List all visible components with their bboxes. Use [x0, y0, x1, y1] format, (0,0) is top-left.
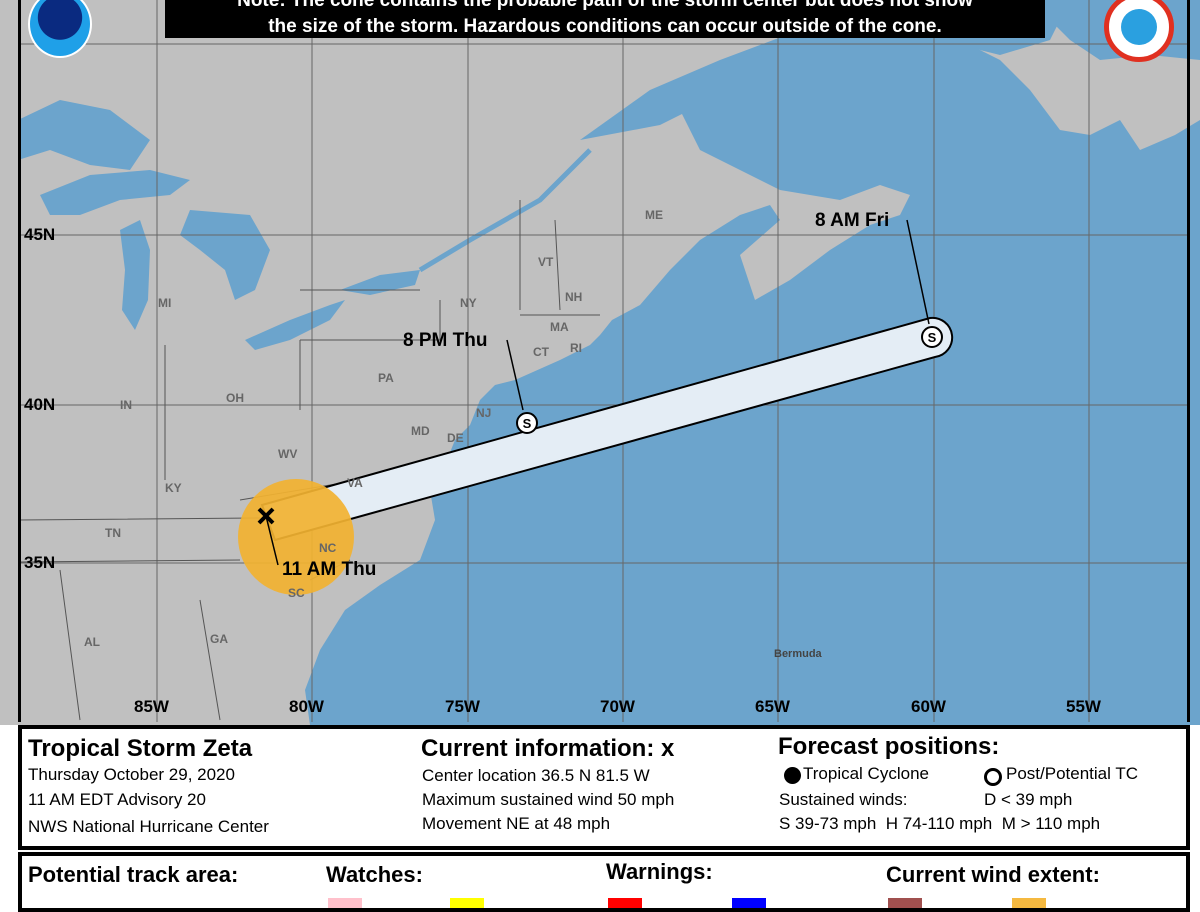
leader-8pm — [506, 339, 524, 411]
forecast-time-label: 11 AM Thu — [282, 559, 377, 580]
movement: Movement NE at 48 mph — [422, 814, 611, 833]
intensity-scale: S 39-73 mph H 74-110 mph M > 110 mph — [779, 814, 1101, 833]
cone-note: Note: The cone contains the probable pat… — [165, 0, 1045, 38]
cone-of-uncertainty — [260, 316, 954, 542]
note-line-2: the size of the storm. Hazardous conditi… — [268, 16, 942, 37]
state-label: MA — [550, 320, 569, 334]
st-lawrence-river — [418, 148, 592, 273]
state-label: IN — [120, 398, 132, 412]
state-label: VT — [538, 255, 554, 269]
lat-label: 35N — [24, 553, 56, 572]
current-position-x-icon — [257, 507, 275, 525]
max-wind: Maximum sustained wind 50 mph — [422, 790, 675, 809]
state-label: GA — [210, 632, 228, 646]
sustained-winds-label: Sustained winds: — [779, 790, 908, 809]
info-panel: Tropical Storm Zeta Thursday October 29,… — [18, 725, 1190, 850]
tropical-cyclone-legend: Tropical Cyclone — [803, 764, 929, 783]
state-label: DE — [447, 431, 464, 445]
lake-erie — [245, 300, 345, 350]
depression-range: D < 39 mph — [984, 790, 1073, 809]
state-label: SC — [288, 586, 305, 600]
state-label: VA — [347, 476, 363, 490]
forecast-time-label: 8 PM Thu — [403, 330, 488, 351]
state-label: MD — [411, 424, 430, 438]
leader-8am — [906, 219, 930, 325]
advisory-number: 11 AM EDT Advisory 20 — [28, 790, 206, 809]
state-label: ME — [645, 208, 663, 222]
lake-ontario — [340, 270, 420, 295]
state-label: NC — [319, 541, 337, 555]
state-label: OH — [226, 391, 244, 405]
filled-circle-icon — [784, 767, 801, 784]
open-circle-icon — [984, 768, 1002, 786]
nws-logo — [1104, 0, 1174, 62]
wind-extent-title: Current wind extent: — [886, 862, 1100, 887]
lon-label: 80W — [289, 697, 324, 716]
forecast-symbol: S — [523, 416, 532, 431]
state-label: NJ — [476, 406, 492, 420]
bermuda-label: Bermuda — [774, 648, 822, 660]
graticule — [18, 0, 1190, 722]
note-line-1: Note: The cone contains the probable pat… — [237, 0, 973, 11]
noaa-logo — [28, 0, 92, 58]
state-label: NY — [460, 296, 477, 310]
forecast-positions-title: Forecast positions: — [778, 733, 1000, 760]
lon-label: 55W — [1066, 697, 1101, 716]
center-location: Center location 36.5 N 81.5 W — [422, 766, 650, 785]
legend-panel: Potential track area: Watches: Warnings:… — [18, 852, 1190, 912]
forecast-point-8am-icon: S — [921, 326, 943, 348]
state-label: MI — [158, 296, 172, 310]
lake-michigan — [120, 220, 150, 330]
forecast-map: S S — [0, 0, 1200, 725]
lat-label: 40N — [24, 395, 56, 414]
current-info-title: Current information: x — [421, 735, 675, 762]
lake-superior — [40, 170, 190, 215]
storm-name: Tropical Storm Zeta — [28, 735, 253, 762]
lon-label: 70W — [600, 697, 635, 716]
state-label: TN — [105, 526, 121, 540]
state-label: RI — [570, 341, 582, 355]
state-label: NH — [565, 290, 583, 304]
leader-11am — [265, 515, 279, 566]
lon-label: 60W — [911, 697, 946, 716]
lon-label: 75W — [445, 697, 480, 716]
lon-label: 85W — [134, 697, 169, 716]
state-label: AL — [84, 635, 100, 649]
track-area-title: Potential track area: — [28, 862, 239, 887]
issuing-center: NWS National Hurricane Center — [28, 817, 269, 836]
state-label: CT — [533, 345, 549, 359]
forecast-time-label: 8 AM Fri — [815, 210, 890, 231]
watches-title: Watches: — [326, 862, 423, 887]
lat-label: 45N — [24, 225, 56, 244]
advisory-date: Thursday October 29, 2020 — [28, 765, 235, 784]
warnings-title: Warnings: — [606, 859, 713, 884]
state-label: PA — [378, 371, 394, 385]
lake-huron — [180, 210, 270, 300]
post-potential-legend: Post/Potential TC — [1006, 764, 1138, 783]
state-label: WV — [278, 447, 298, 461]
forecast-symbol: S — [928, 330, 937, 345]
hudson-james-bay — [18, 100, 150, 170]
lon-label: 65W — [755, 697, 790, 716]
state-label: KY — [165, 481, 182, 495]
forecast-point-8pm-icon: S — [516, 412, 538, 434]
wind-extent-area — [238, 479, 354, 595]
